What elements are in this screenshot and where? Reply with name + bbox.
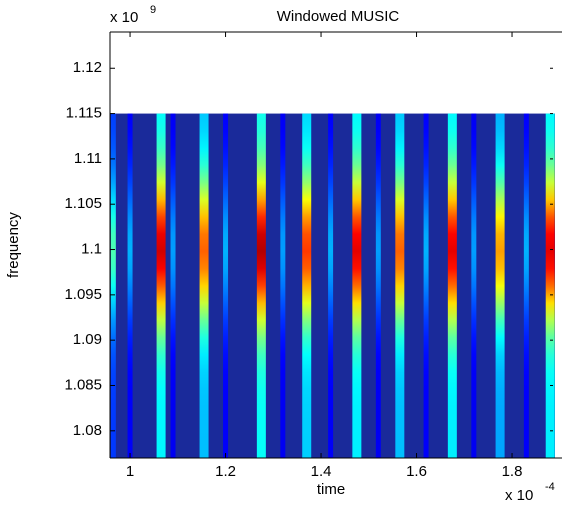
y-scale-exponent: 9 xyxy=(150,4,156,16)
stripe xyxy=(523,113,529,459)
chart-title: Windowed MUSIC xyxy=(277,8,400,25)
x-tick-label: 1 xyxy=(126,463,134,480)
stripe xyxy=(495,113,505,459)
y-tick-label: 1.095 xyxy=(64,286,102,303)
stripe xyxy=(423,113,429,459)
x-tick-label: 1.2 xyxy=(215,463,236,480)
x-tick-label: 1.4 xyxy=(311,463,332,480)
y-tick-label: 1.12 xyxy=(73,59,102,76)
x-axis-label: time xyxy=(317,481,345,498)
stripe xyxy=(223,113,229,459)
stripe xyxy=(302,113,312,459)
x-scale-label: x 10 xyxy=(505,487,533,504)
stripe xyxy=(395,113,405,459)
y-tick-label: 1.085 xyxy=(64,376,102,393)
stripe xyxy=(110,113,116,459)
stripe xyxy=(328,113,334,459)
stripe xyxy=(545,113,555,459)
y-tick-label: 1.08 xyxy=(73,422,102,439)
y-scale-label: x 10 xyxy=(110,9,138,26)
stripe xyxy=(156,113,166,459)
stripe xyxy=(199,113,209,459)
stripe xyxy=(375,113,381,459)
x-tick-label: 1.6 xyxy=(406,463,427,480)
stripe xyxy=(170,113,176,459)
x-tick-label: 1.8 xyxy=(502,463,523,480)
stripe xyxy=(447,113,457,459)
x-scale-exponent: -4 xyxy=(545,481,555,493)
stripe xyxy=(256,113,266,459)
y-axis-label: frequency xyxy=(5,212,22,278)
y-tick-label: 1.115 xyxy=(66,105,102,122)
stripe xyxy=(471,113,477,459)
y-tick-label: 1.105 xyxy=(64,195,102,212)
y-tick-label: 1.11 xyxy=(74,150,102,167)
stripe xyxy=(280,113,286,459)
y-tick-label: 1.09 xyxy=(73,331,102,348)
stripe xyxy=(127,113,133,459)
stripe xyxy=(352,113,362,459)
y-tick-label: 1.1 xyxy=(81,241,102,258)
